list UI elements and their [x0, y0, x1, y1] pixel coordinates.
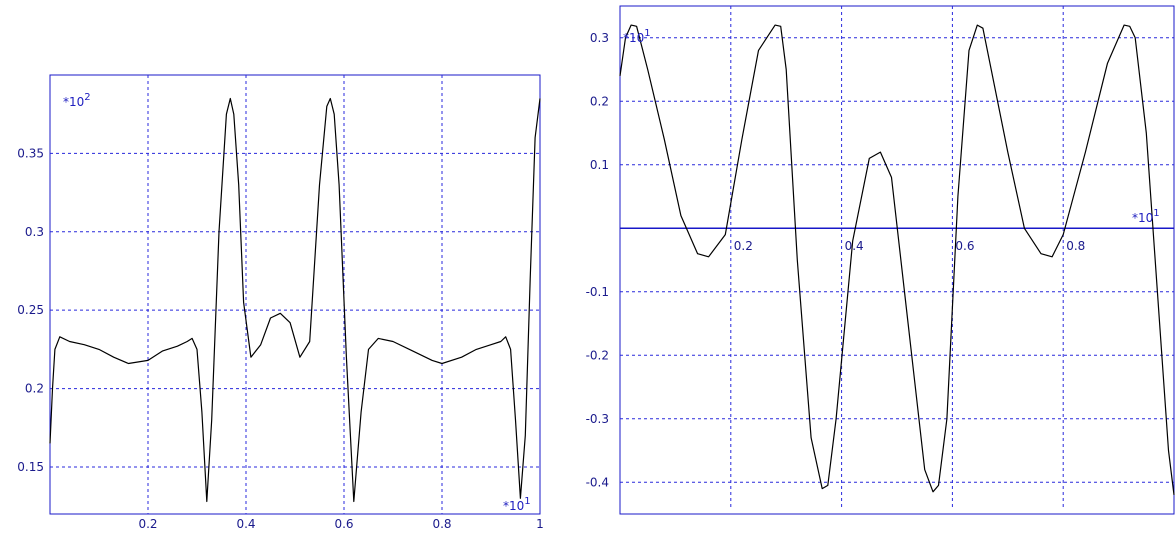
- x-tick-label: 0.4: [845, 239, 864, 253]
- plot-frame: [49, 74, 541, 515]
- x-tick-label: 0.4: [236, 517, 255, 531]
- y-tick-label: 0.35: [17, 146, 44, 160]
- y-tick-label: 0.15: [17, 460, 44, 474]
- x-tick-label: 1: [536, 517, 544, 531]
- x-axis-multiplier: *101: [1132, 208, 1160, 225]
- x-tick-label: 0.8: [1066, 239, 1085, 253]
- y-tick-label: -0.4: [586, 475, 609, 489]
- chart-1: 0.2 0.4 0.6 0.8 1 0.15 0.2 0.25 0.3 0.35 *101 *102: [17, 74, 544, 531]
- y-tick-label: 0.2: [25, 382, 44, 396]
- y-tick-label: -0.3: [586, 412, 609, 426]
- x-tick-label: 0.8: [432, 517, 451, 531]
- y-tick-label: 0.1: [590, 158, 609, 172]
- y-tick-label: -0.1: [586, 285, 609, 299]
- y-tick-label: 0.3: [25, 225, 44, 239]
- series-line-1: [619, 24, 1175, 495]
- x-tick-label: 0.2: [734, 239, 753, 253]
- plot-frame: [619, 5, 1175, 515]
- y-tick-label: 0.3: [590, 31, 609, 45]
- chart-2: 0.20.40.60.810.30.20.1-0.1-0.2-0.3-0.4*1…: [586, 5, 1175, 515]
- y-axis-multiplier: *101: [623, 28, 651, 45]
- x-tick-label: 0.2: [138, 517, 157, 531]
- x-tick-label: 0.6: [955, 239, 974, 253]
- y-tick-label: 0.2: [590, 94, 609, 108]
- y-tick-label: -0.2: [586, 348, 609, 362]
- x-tick-label: 0.6: [334, 517, 353, 531]
- series-line-1: [49, 97, 541, 503]
- y-tick-label: 0.25: [17, 303, 44, 317]
- y-axis-multiplier: *102: [63, 92, 91, 109]
- x-axis-multiplier: *101: [503, 496, 531, 513]
